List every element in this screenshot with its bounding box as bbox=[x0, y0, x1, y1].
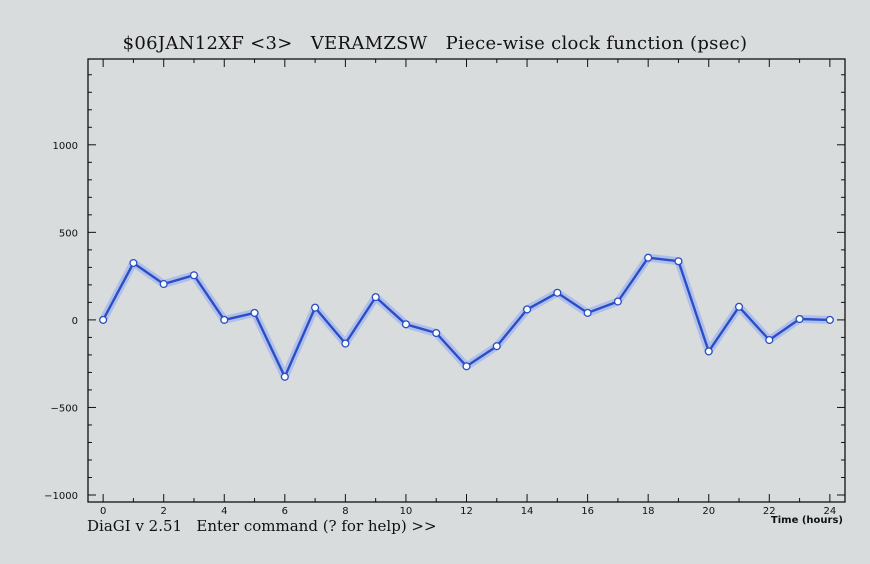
data-point bbox=[99, 315, 108, 324]
data-point bbox=[674, 257, 683, 266]
x-tick-label: 2 bbox=[161, 506, 167, 517]
series-clock-function bbox=[99, 253, 834, 381]
y-tick-label: −1000 bbox=[44, 491, 78, 502]
x-tick-label: 4 bbox=[221, 506, 227, 517]
x-tick-label: 18 bbox=[642, 506, 655, 517]
data-point bbox=[220, 315, 229, 324]
command-prompt[interactable]: DiaGI v 2.51 Enter command (? for help) … bbox=[87, 517, 437, 535]
data-point bbox=[553, 288, 562, 297]
data-point bbox=[523, 305, 532, 314]
data-point bbox=[189, 271, 199, 280]
x-tick-label: 6 bbox=[282, 506, 288, 517]
x-tick-label: 20 bbox=[702, 506, 715, 517]
y-tick-label: 1000 bbox=[53, 141, 78, 152]
x-axis-label: Time (hours) bbox=[771, 515, 843, 526]
x-tick-label: 16 bbox=[581, 506, 594, 517]
series-halo bbox=[99, 253, 834, 381]
data-point bbox=[371, 293, 380, 302]
data-point bbox=[795, 314, 804, 324]
x-tick-label: 8 bbox=[342, 506, 348, 517]
data-point bbox=[492, 342, 501, 351]
y-tick-label: −500 bbox=[51, 403, 78, 414]
data-point bbox=[765, 335, 774, 345]
y-tick-label: 0 bbox=[72, 316, 78, 327]
x-tick-label: 22 bbox=[763, 506, 776, 517]
data-point bbox=[129, 258, 138, 268]
data-point bbox=[644, 253, 653, 262]
data-point bbox=[825, 315, 834, 324]
x-axis: 0 2 4 6 8 10 12 14 16 18 20 22 24 bbox=[100, 59, 836, 517]
x-tick-label: 10 bbox=[400, 506, 413, 517]
data-point bbox=[583, 308, 592, 317]
y-tick-label: 500 bbox=[59, 228, 78, 239]
data-point bbox=[311, 303, 320, 312]
data-point bbox=[613, 297, 622, 306]
x-tick-label: 12 bbox=[460, 506, 473, 517]
data-point bbox=[401, 320, 410, 329]
x-tick-label: 24 bbox=[823, 506, 836, 517]
data-point bbox=[462, 362, 471, 371]
data-point bbox=[159, 279, 168, 289]
data-point bbox=[280, 372, 289, 381]
series-line bbox=[102, 256, 830, 378]
data-point bbox=[250, 308, 259, 317]
data-point bbox=[341, 339, 350, 348]
x-tick-label: 0 bbox=[100, 506, 106, 517]
y-axis: −1000 −500 0 500 1000 bbox=[44, 74, 845, 502]
data-point bbox=[432, 328, 441, 338]
plot-title: $06JAN12XF <3> VERAMZSW Piece-wise clock… bbox=[122, 33, 748, 54]
x-tick-label: 14 bbox=[521, 506, 534, 517]
data-point bbox=[734, 302, 744, 311]
data-point bbox=[704, 347, 713, 356]
